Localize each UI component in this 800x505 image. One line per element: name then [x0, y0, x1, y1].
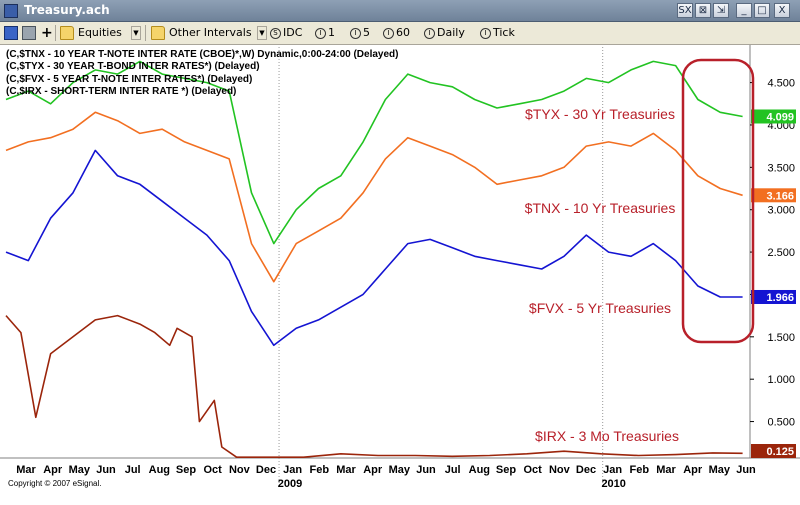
title-bar: Treasury.ach SX ⊠ ⇲ _ □ X — [0, 0, 800, 22]
interval-icon: I — [383, 27, 394, 39]
year-label: 2009 — [278, 478, 302, 490]
copyright-notice: Copyright © 2007 eSignal. — [8, 479, 102, 488]
interval-icon: I — [424, 27, 435, 39]
x-tick-label: Dec — [256, 464, 276, 476]
year-label: 2010 — [601, 478, 625, 490]
x-tick-label: May — [389, 464, 411, 476]
folder-icon — [60, 26, 74, 40]
symbol-link-button[interactable]: SX — [677, 3, 693, 18]
chevron-down-icon[interactable]: ▼ — [257, 26, 267, 40]
x-tick-label: Sep — [496, 464, 516, 476]
x-tick-label: Jun — [736, 464, 756, 476]
y-tick-label: 3.500 — [767, 162, 795, 174]
series-line-fvx — [5, 149, 743, 347]
interval-icon: I — [480, 27, 491, 39]
x-tick-label: May — [709, 464, 731, 476]
x-tick-label: Jun — [416, 464, 436, 476]
y-tick-label: 2.500 — [767, 247, 795, 259]
link-toggle-button[interactable]: ⊠ — [695, 3, 711, 18]
interval-icon: I — [350, 27, 361, 39]
x-tick-label: Aug — [469, 464, 490, 476]
series-line-tyx — [5, 60, 743, 245]
idc-button[interactable]: S IDC — [270, 25, 302, 41]
chart-area[interactable]: 4.5004.0003.5003.0002.5002.0001.5001.000… — [0, 45, 800, 501]
last-value-tnx: 3.166 — [766, 190, 794, 202]
folder-icon — [151, 26, 165, 40]
x-tick-label: Mar — [656, 464, 676, 476]
window-title: Treasury.ach — [24, 3, 110, 17]
chevron-down-icon[interactable]: ▼ — [131, 26, 141, 40]
price-chart[interactable]: 4.5004.0003.5003.0002.5002.0001.5001.000… — [0, 45, 800, 501]
settings-icon[interactable] — [22, 26, 36, 40]
y-tick-label: 0.500 — [767, 417, 795, 429]
legend-fvx: (C,$FVX - 5 YEAR T-NOTE INTER RATES*) (D… — [6, 73, 253, 85]
last-value-badge — [751, 188, 796, 203]
x-tick-label: Jul — [125, 464, 141, 476]
annotation-tyx: $TYX - 30 Yr Treasuries — [525, 106, 675, 122]
y-tick-label: 3.000 — [767, 205, 795, 217]
interval-60-button[interactable]: I 60 — [383, 25, 410, 41]
x-tick-label: Oct — [523, 464, 542, 476]
other-intervals-menu[interactable]: Other Intervals — [169, 26, 252, 39]
x-tick-label: Mar — [16, 464, 36, 476]
x-tick-label: Jan — [283, 464, 302, 476]
detach-button[interactable]: ⇲ — [713, 3, 729, 18]
annotation-irx: $IRX - 3 Mo Treasuries — [535, 428, 679, 444]
x-tick-label: Apr — [43, 464, 63, 476]
y-tick-label: 4.500 — [767, 78, 795, 90]
x-tick-label: May — [69, 464, 91, 476]
x-tick-label: Sep — [176, 464, 196, 476]
x-tick-label: Dec — [576, 464, 596, 476]
interval-icon: S — [270, 27, 281, 39]
chart-window-icon — [4, 4, 18, 18]
series-line-irx — [5, 314, 743, 459]
last-value-irx: 0.125 — [766, 446, 794, 458]
x-tick-label: Oct — [203, 464, 222, 476]
last-value-fvx: 1.966 — [766, 292, 794, 304]
x-tick-label: Nov — [549, 464, 571, 476]
interval-icon: I — [315, 27, 326, 39]
link-icon[interactable] — [4, 26, 18, 40]
x-tick-label: Apr — [683, 464, 703, 476]
maximize-button[interactable]: □ — [754, 3, 770, 18]
close-button[interactable]: X — [774, 3, 790, 18]
last-value-badge — [751, 289, 796, 304]
x-tick-label: Feb — [310, 464, 330, 476]
x-tick-label: Nov — [229, 464, 251, 476]
x-tick-label: Mar — [336, 464, 356, 476]
x-tick-label: Aug — [149, 464, 170, 476]
legend-irx: (C,$IRX - SHORT-TERM INTER RATE *) (Dela… — [6, 86, 237, 98]
annotation-tnx: $TNX - 10 Yr Treasuries — [525, 200, 676, 216]
highlight-box — [681, 58, 755, 344]
minimize-button[interactable]: _ — [736, 3, 752, 18]
legend-tnx: (C,$TNX - 10 YEAR T-NOTE INTER RATE (CBO… — [6, 49, 399, 60]
add-icon[interactable]: + — [41, 25, 53, 41]
x-tick-label: Apr — [363, 464, 383, 476]
annotation-fvx: $FVX - 5 Yr Treasuries — [529, 300, 671, 316]
chart-legend: (C,$TNX - 10 YEAR T-NOTE INTER RATE (CBO… — [6, 49, 399, 99]
x-tick-label: Jul — [445, 464, 461, 476]
daily-button[interactable]: I Daily — [424, 25, 465, 41]
last-value-badge — [751, 444, 796, 458]
x-tick-label: Jun — [96, 464, 116, 476]
equities-menu[interactable]: Equities — [78, 26, 122, 39]
x-tick-label: Feb — [630, 464, 650, 476]
y-tick-label: 1.500 — [767, 332, 795, 344]
tick-button[interactable]: I Tick — [480, 25, 515, 41]
x-tick-label: Jan — [603, 464, 622, 476]
last-value-tyx: 4.099 — [766, 111, 794, 123]
last-value-badge — [751, 109, 796, 124]
legend-tyx: (C,$TYX - 30 YEAR T-BOND INTER RATES*) (… — [6, 61, 260, 73]
y-tick-label: 1.000 — [767, 374, 795, 386]
series-line-tnx — [5, 111, 743, 283]
